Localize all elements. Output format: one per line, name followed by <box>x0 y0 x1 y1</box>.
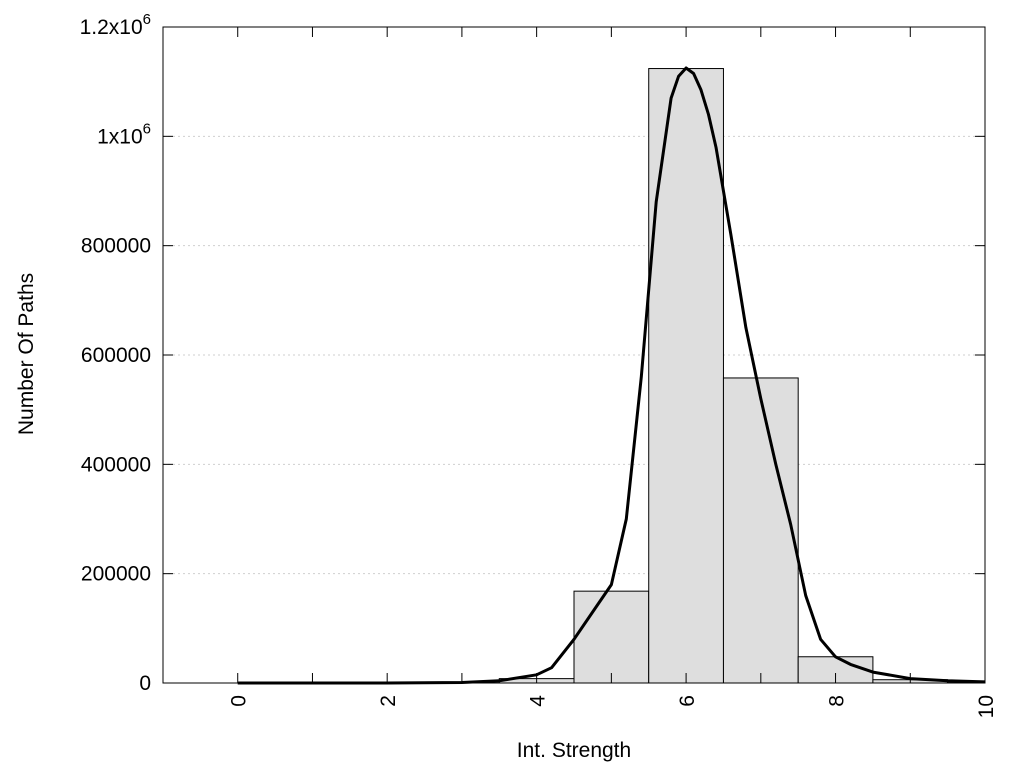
y-tick-label: 0 <box>139 672 151 695</box>
y-tick-label: 800000 <box>81 235 151 258</box>
gridlines <box>163 135 985 575</box>
x-tick-label: 4 <box>527 695 550 707</box>
x-tick-label: 2 <box>377 695 400 707</box>
axis-ticks <box>163 26 985 684</box>
x-tick-labels: 0 2 4 6 8 10 <box>228 695 998 719</box>
y-tick-label: 400000 <box>81 453 151 476</box>
bars <box>424 68 986 684</box>
x-tick-label: 8 <box>826 695 849 707</box>
y-tick-label: 1x106 <box>97 120 151 148</box>
x-tick-label: 6 <box>676 695 699 707</box>
bar-5 <box>573 590 650 684</box>
y-tick-labels: 0 200000 400000 600000 800000 1x106 1.2x106 <box>80 11 151 695</box>
y-tick-label: 1.2x106 <box>80 11 151 39</box>
x-tick-label: 0 <box>228 695 251 707</box>
x-tick-label: 10 <box>975 695 998 718</box>
fit-curve <box>237 66 986 685</box>
bar-7 <box>722 377 799 684</box>
y-tick-label: 600000 <box>81 344 151 367</box>
y-axis-title: Number Of Paths <box>15 273 38 435</box>
x-axis-title: Int. Strength <box>517 739 631 762</box>
y-tick-label: 200000 <box>81 563 151 586</box>
bar-6 <box>648 68 724 684</box>
